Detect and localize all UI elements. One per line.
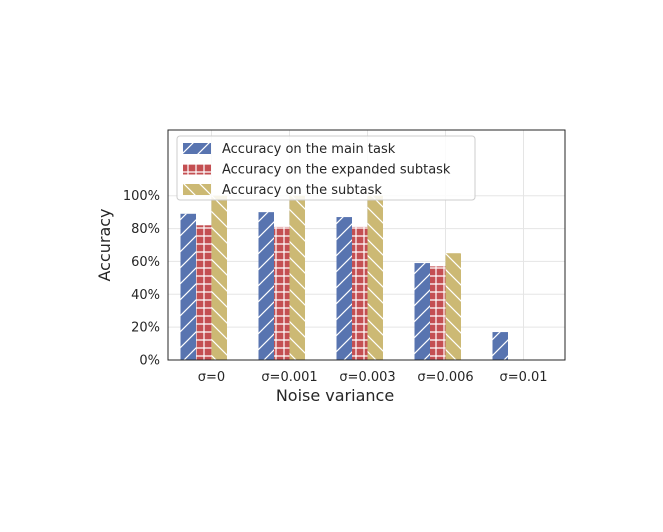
bar (258, 212, 274, 360)
y-tick-label: 0% (139, 354, 160, 369)
legend-label: Accuracy on the subtask (222, 183, 382, 198)
y-tick-label: 80% (131, 222, 160, 237)
bar (289, 195, 305, 360)
bar-hatch (196, 225, 212, 360)
bar (367, 195, 383, 360)
bar-hatch (367, 195, 383, 360)
bar (180, 213, 196, 360)
bar (352, 226, 368, 360)
bar (336, 217, 352, 360)
bar (211, 195, 227, 360)
bar-hatch (258, 212, 274, 360)
bar-hatch (336, 217, 352, 360)
bar-hatch (492, 332, 508, 360)
y-tick-label: 40% (131, 288, 160, 303)
bar (492, 332, 508, 360)
bar-hatch (445, 253, 461, 360)
y-tick-label: 60% (131, 255, 160, 270)
bar-hatch (211, 195, 227, 360)
x-tick-label: σ=0.003 (339, 370, 395, 385)
bar (445, 253, 461, 360)
y-tick-labels: 0% 20% 40% 60% 80% 100% (123, 189, 160, 368)
bar (274, 226, 290, 360)
x-tick-label: σ=0.01 (499, 370, 547, 385)
x-tick-labels: σ=0 σ=0.001 σ=0.003 σ=0.006 σ=0.01 (198, 370, 548, 385)
bar-hatch (180, 213, 196, 360)
legend-item: Accuracy on the expanded subtask (183, 163, 451, 178)
bar-hatch (289, 195, 305, 360)
bar (196, 225, 212, 360)
legend-swatch-hatch (183, 143, 211, 154)
bar-hatch (414, 263, 430, 360)
plot-area-frame (167, 129, 566, 361)
legend-label: Accuracy on the expanded subtask (222, 163, 451, 178)
x-tick-label: σ=0 (198, 370, 225, 385)
legend-swatch-hatch (183, 184, 211, 195)
bar (430, 266, 446, 360)
legend-label: Accuracy on the main task (222, 142, 396, 157)
y-tick-label: 100% (123, 189, 160, 204)
legend: Accuracy on the main task Accuracy on the… (176, 135, 476, 201)
bar-hatch (274, 226, 290, 360)
bar-hatch (352, 226, 368, 360)
legend-item: Accuracy on the subtask (183, 183, 382, 198)
bar-hatch (430, 266, 446, 360)
bars (180, 195, 508, 360)
legend-item: Accuracy on the main task (183, 142, 396, 157)
x-tick-label: σ=0.006 (417, 370, 473, 385)
legend-box (176, 135, 476, 201)
y-axis-label: Accuracy (95, 208, 114, 281)
y-tick-label: 20% (131, 321, 160, 336)
x-tick-label: σ=0.001 (261, 370, 317, 385)
bar (414, 263, 430, 360)
legend-swatch-hatch (183, 163, 211, 175)
x-axis-label: Noise variance (276, 386, 394, 405)
